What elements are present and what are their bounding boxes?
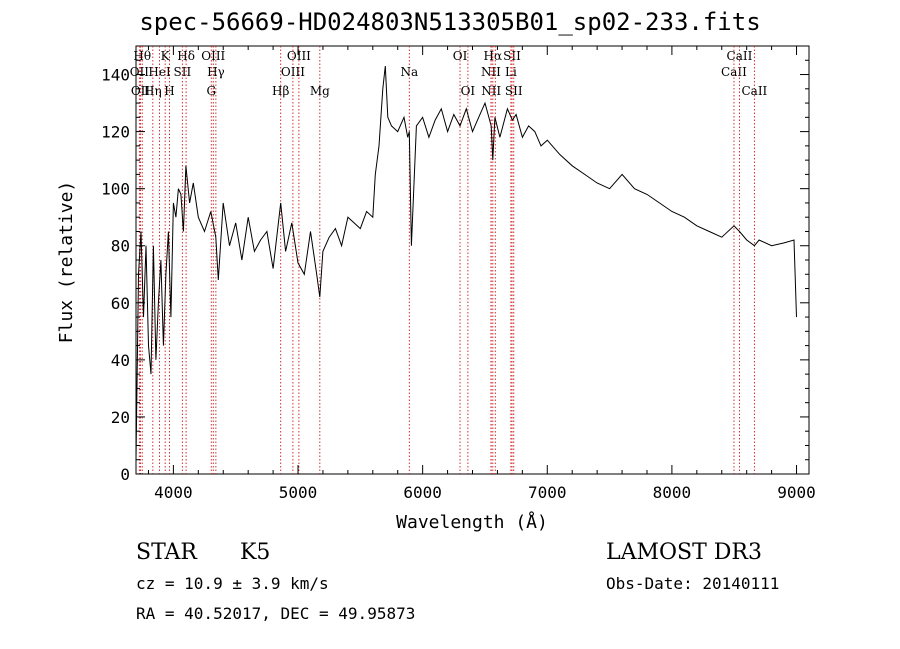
spectral-line-label: CaII [727, 49, 753, 63]
spectral-line-label: Li [505, 65, 517, 79]
spectral-line-label: Hβ [272, 84, 289, 98]
coordinates: RA = 40.52017, DEC = 49.95873 [136, 604, 416, 623]
spectral-line-label: G [206, 84, 216, 98]
axis-ticks: 4000 5000 6000 7000 8000 9000 0 20 40 60 80 100 120 1… [101, 46, 816, 502]
spectral-line-label: OI [453, 49, 468, 63]
spectral-line-label: K [161, 49, 171, 63]
x-tick-label: 5000 [279, 483, 318, 502]
x-tick-label: 6000 [403, 483, 442, 502]
spectral-line-label: CaII [721, 65, 747, 79]
x-tick-label: 9000 [777, 483, 816, 502]
spectral-line-label: NII [481, 84, 501, 98]
spectral-line-label: OIII [287, 49, 311, 63]
spectral-line-label: OI [461, 84, 476, 98]
y-tick-label: 40 [111, 351, 130, 370]
spectral-lines: HθOIIOIIHηHeIKHSIIHδGOIIIHγHβOIIIOIIIMgN… [130, 46, 768, 474]
plot-frame [135, 45, 810, 475]
spectrum-series [135, 65, 797, 460]
spectral-line-label: OIII [201, 49, 225, 63]
survey-name: LAMOST DR3 [606, 540, 762, 565]
observation-date: Obs-Date: 20140111 [606, 574, 780, 593]
y-axis-label: Flux (relative) [56, 181, 77, 344]
spectral-line-label: HeI [148, 65, 171, 79]
spectral-line-label: Hη [144, 84, 162, 98]
x-axis-label: Wavelength (Å) [396, 511, 548, 533]
x-tick-label: 7000 [528, 483, 567, 502]
x-tick-label: 4000 [154, 483, 193, 502]
y-tick-label: 60 [111, 294, 130, 313]
y-tick-label: 100 [101, 180, 130, 199]
y-tick-label: 140 [101, 66, 130, 85]
y-tick-label: 80 [111, 237, 130, 256]
object-subclass: K5 [240, 540, 271, 565]
spectral-line-label: Hγ [207, 65, 225, 79]
spectral-line-label: OIII [281, 65, 305, 79]
spectral-line-label: SII [503, 49, 521, 63]
y-tick-label: 120 [101, 123, 130, 142]
redshift-cz: cz = 10.9 ± 3.9 km/s [136, 574, 329, 593]
spectral-line-label: H [164, 84, 174, 98]
spectral-line-label: SII [505, 84, 523, 98]
y-tick-label: 0 [120, 465, 130, 484]
x-tick-label: 8000 [653, 483, 692, 502]
spectral-line-label: Hα [484, 49, 503, 63]
spectral-line-label: Na [400, 65, 418, 79]
spectrum-line [135, 65, 797, 460]
spectral-line-label: OII [131, 84, 151, 98]
y-tick-label: 20 [111, 408, 130, 427]
spectral-line-label: Mg [310, 84, 330, 98]
spectral-line-label: SII [174, 65, 192, 79]
spectral-line-label: OII [130, 65, 150, 79]
object-class: STAR [136, 540, 197, 565]
spectral-line-label: Hδ [177, 49, 195, 63]
spectral-line-label: CaII [741, 84, 767, 98]
spectral-line-label: Hθ [133, 49, 151, 63]
chart-title: spec-56669-HD024803N513305B01_sp02-233.f… [139, 8, 761, 36]
